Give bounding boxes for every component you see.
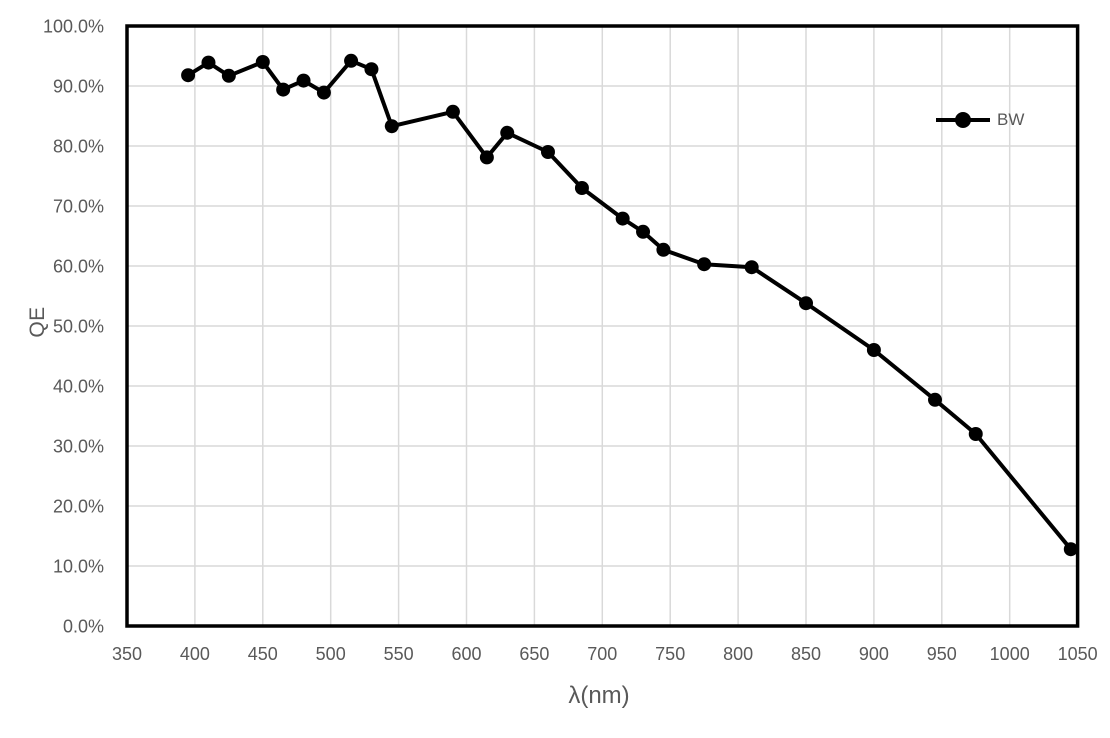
- x-tick-label: 700: [587, 644, 617, 664]
- y-tick-label: 50.0%: [53, 316, 104, 336]
- data-point-marker: [744, 260, 759, 275]
- y-axis-title: QE: [26, 306, 49, 338]
- legend-dot-icon: [955, 112, 971, 128]
- data-point-marker: [799, 296, 813, 311]
- data-point-marker: [364, 62, 379, 77]
- y-tick-label: 30.0%: [53, 436, 104, 456]
- x-tick-label: 650: [519, 644, 549, 664]
- x-tick-label: 350: [112, 644, 142, 664]
- x-tick-label: 1050: [1058, 644, 1098, 664]
- x-tick-label: 950: [927, 644, 957, 664]
- y-tick-label: 0.0%: [63, 616, 104, 636]
- series-line-bw: [186, 58, 1073, 552]
- y-tick-label: 90.0%: [53, 76, 104, 96]
- data-point-marker: [384, 119, 399, 134]
- x-tick-label: 400: [180, 644, 210, 664]
- x-axis-title: λ(nm): [568, 682, 630, 709]
- y-tick-label: 80.0%: [53, 136, 104, 156]
- data-point-marker: [500, 125, 515, 140]
- data-point-marker: [615, 211, 630, 226]
- data-point-marker: [928, 392, 943, 407]
- y-tick-label: 70.0%: [53, 196, 104, 216]
- data-point-marker: [181, 68, 196, 83]
- data-point-marker: [344, 53, 359, 68]
- x-tick-label: 1000: [990, 644, 1030, 664]
- data-point-marker: [656, 242, 671, 257]
- y-tick-label: 100.0%: [43, 16, 104, 36]
- data-point-marker: [316, 85, 331, 100]
- x-tick-label: 500: [316, 644, 346, 664]
- x-tick-label: 850: [791, 644, 821, 664]
- legend-series-label: BW: [997, 110, 1025, 129]
- data-point-marker: [866, 343, 881, 357]
- data-point-marker: [968, 427, 983, 441]
- legend: BW: [936, 110, 1024, 130]
- x-tick-label: 600: [451, 644, 481, 664]
- x-tick-label: 750: [655, 644, 685, 664]
- data-point-marker: [221, 68, 236, 83]
- data-point-marker: [574, 181, 589, 195]
- data-point-marker: [255, 55, 270, 69]
- x-tick-label: 800: [723, 644, 753, 664]
- data-point-marker: [201, 55, 216, 70]
- y-tick-label: 10.0%: [53, 556, 104, 576]
- plot-border: [125, 24, 1080, 628]
- data-point-marker: [636, 224, 651, 239]
- data-point-marker: [697, 257, 712, 272]
- data-point-marker: [479, 150, 494, 165]
- data-point-marker: [445, 104, 460, 119]
- x-tick-label: 450: [248, 644, 278, 664]
- y-tick-label: 40.0%: [53, 376, 104, 396]
- y-tick-label: 60.0%: [53, 256, 104, 276]
- data-point-marker: [296, 73, 311, 88]
- data-point-marker: [1063, 542, 1078, 557]
- data-point-marker: [276, 82, 291, 97]
- data-point-marker: [540, 145, 555, 159]
- x-tick-label: 550: [384, 644, 414, 664]
- legend-line-marker-icon: [936, 112, 990, 128]
- x-tick-label: 900: [859, 644, 889, 664]
- y-tick-label: 20.0%: [53, 496, 104, 516]
